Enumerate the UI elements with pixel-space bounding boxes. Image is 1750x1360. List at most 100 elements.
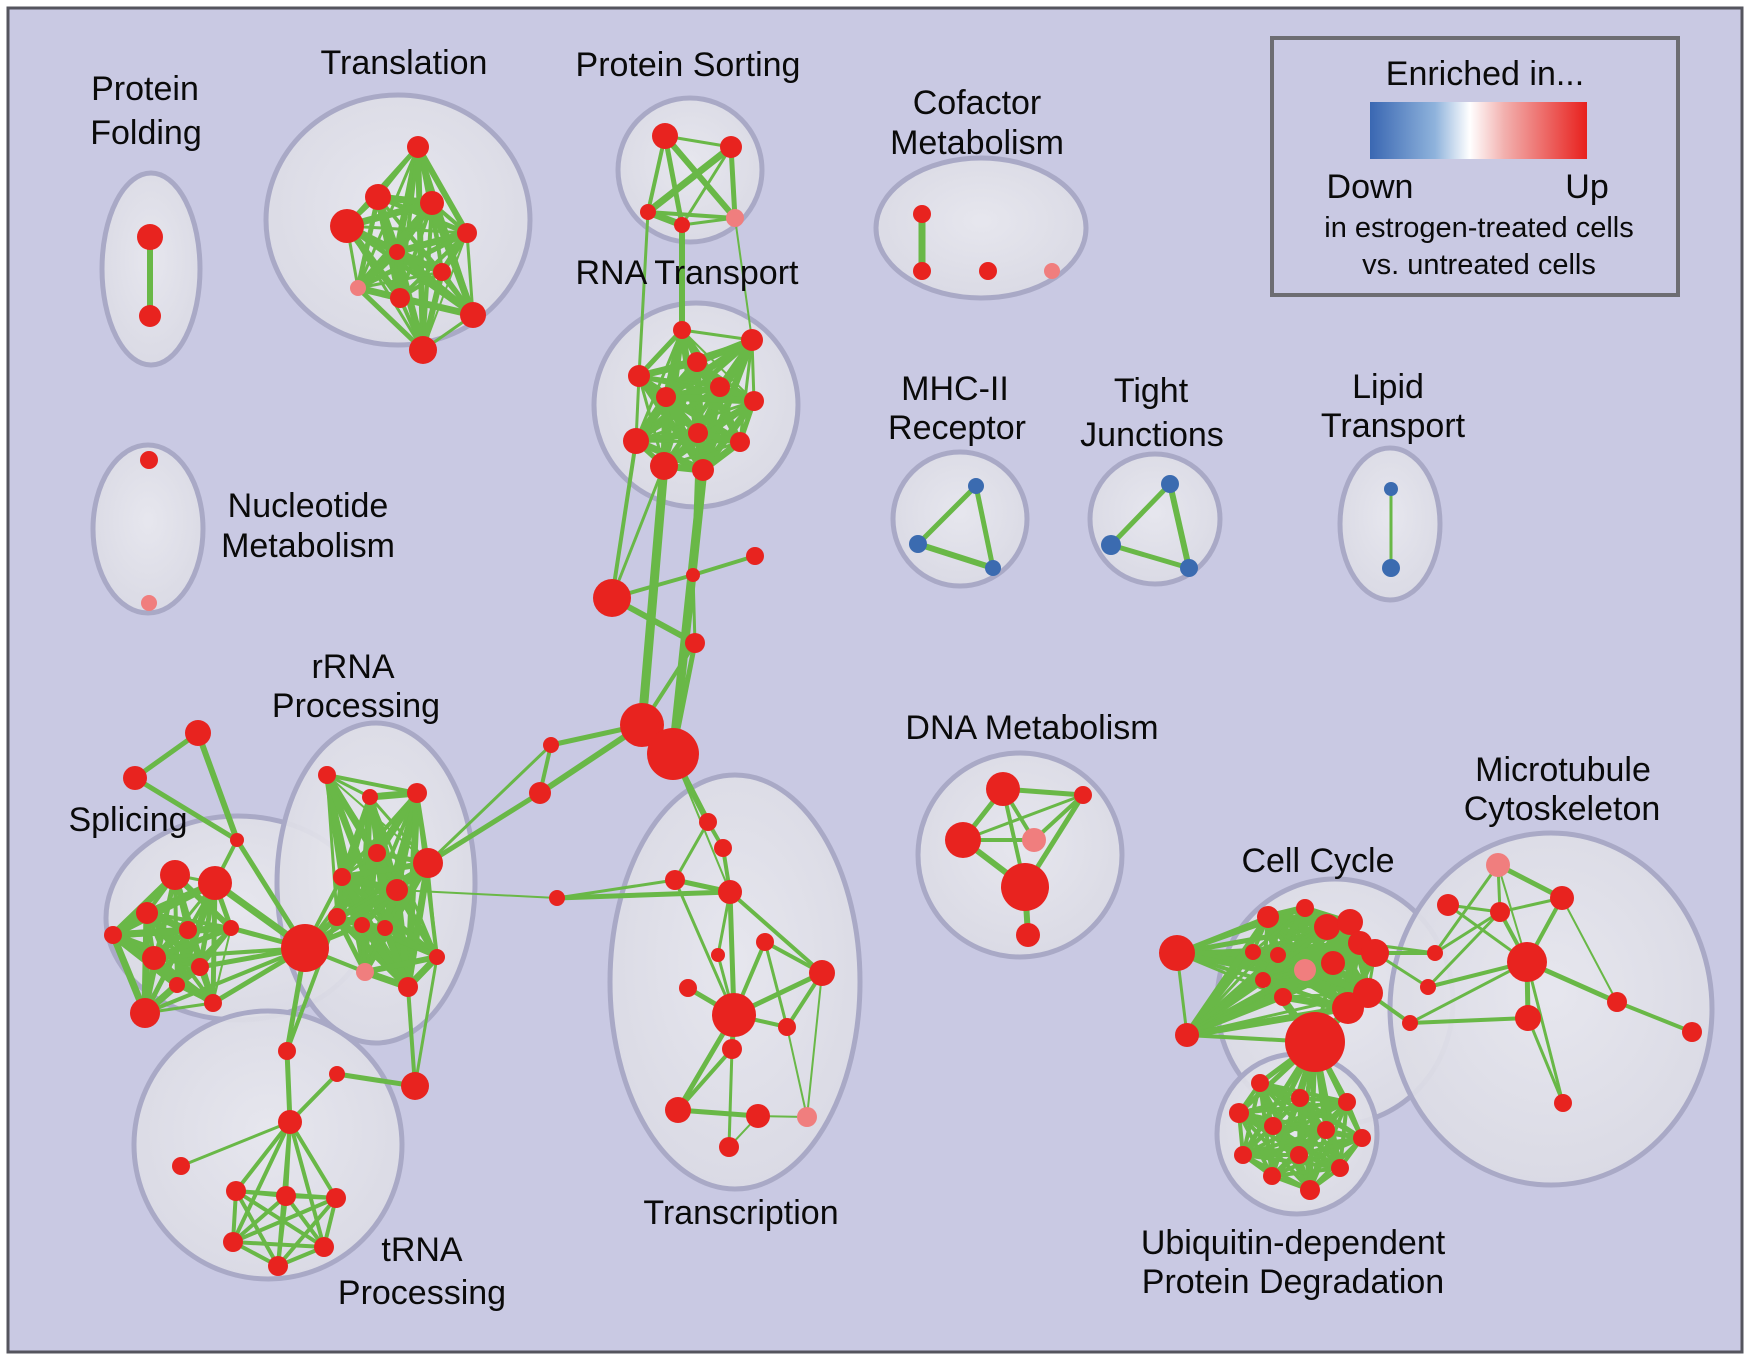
cluster-label-lipid: Lipid — [1352, 368, 1424, 406]
cluster-label-rna_transport: RNA Transport — [576, 254, 800, 292]
node-rrna-10 — [356, 963, 374, 981]
node-rrna-8 — [354, 917, 370, 933]
node-ubiquitin-11 — [1300, 1180, 1320, 1200]
node-splicing-9 — [130, 998, 160, 1028]
node-net-2 — [593, 579, 631, 617]
node-translation-9 — [460, 302, 486, 328]
node-rna_transport-9 — [730, 432, 750, 452]
network-edge — [1433, 910, 1502, 955]
node-transcription-7 — [679, 979, 697, 997]
network-edge — [231, 1196, 338, 1244]
node-net-15 — [401, 1072, 429, 1100]
node-cofactor-0 — [913, 205, 931, 223]
node-dna-2 — [1074, 786, 1092, 804]
node-transcription-11 — [722, 1039, 742, 1059]
node-rrna-2 — [407, 783, 427, 803]
node-cell_cycle-6 — [1255, 972, 1271, 988]
network-edge — [362, 954, 440, 975]
cluster-ellipse-tight — [1087, 451, 1223, 587]
network-edge — [786, 1026, 808, 1118]
cluster-label-protein_folding: Protein — [91, 70, 199, 108]
cluster-label-translation: Translation — [321, 44, 488, 82]
node-microtubule-1 — [1550, 886, 1574, 910]
network-edge — [354, 248, 401, 292]
node-splicing-0 — [160, 860, 190, 890]
network-edge — [637, 210, 650, 378]
network-edge — [1561, 897, 1618, 1003]
network-edge — [231, 1120, 292, 1244]
network-edge — [662, 393, 758, 405]
node-ubiquitin-5 — [1317, 1121, 1335, 1139]
node-net-3 — [686, 568, 700, 582]
cluster-label-splicing: Splicing — [68, 801, 187, 839]
node-splicing-2 — [136, 902, 158, 924]
node-cofactor-1 — [913, 262, 931, 280]
node-lipid-1 — [1382, 559, 1400, 577]
node-translation-4 — [457, 223, 477, 243]
node-rrna-5 — [386, 879, 408, 901]
network-edge — [425, 790, 543, 866]
network-edge — [465, 231, 475, 317]
network-edge — [806, 972, 823, 1118]
network-edge — [734, 217, 753, 341]
node-rrna-4 — [333, 868, 351, 886]
node-cofactor-2 — [979, 262, 997, 280]
node-cell_cycle-7 — [1274, 988, 1292, 1006]
node-ubiquitin-4 — [1264, 1117, 1282, 1135]
cluster-label-dna: DNA Metabolism — [905, 709, 1158, 747]
node-ubiquitin-7 — [1234, 1146, 1252, 1164]
node-net-11 — [123, 766, 147, 790]
node-microtubule-0 — [1486, 853, 1510, 877]
node-dna-0 — [986, 772, 1020, 806]
network-edge — [356, 270, 444, 290]
node-dna-3 — [1022, 828, 1046, 852]
node-cofactor-3 — [1044, 263, 1060, 279]
node-rna_transport-7 — [623, 428, 649, 454]
node-net-17 — [172, 1157, 190, 1175]
node-splicing-4 — [223, 920, 239, 936]
network-edge — [355, 285, 426, 353]
network-edge — [673, 820, 710, 882]
node-rna_transport-1 — [741, 329, 763, 351]
network-edge — [555, 878, 677, 900]
node-net-12 — [230, 833, 244, 847]
node-rrna-3 — [368, 844, 386, 862]
node-splicing-10 — [204, 994, 222, 1012]
cluster-label-cell_cycle: Cell Cycle — [1241, 842, 1394, 880]
legend-gradient-bar — [1370, 102, 1587, 159]
network-edge — [1615, 1000, 1694, 1034]
network-edge — [738, 338, 754, 444]
network-edge — [680, 328, 754, 342]
network-edge — [1270, 1166, 1342, 1178]
network-edge — [426, 743, 553, 865]
node-net-6 — [543, 737, 559, 753]
node-net-7 — [529, 782, 551, 804]
network-edge — [345, 224, 425, 352]
node-dna-5 — [1016, 923, 1040, 947]
node-cell_cycle-8 — [1314, 914, 1340, 940]
node-rrna-9 — [377, 920, 393, 936]
network-edge — [404, 859, 432, 991]
node-rrna-11 — [398, 977, 418, 997]
node-protein_sorting-0 — [652, 123, 678, 149]
node-translation-7 — [350, 280, 366, 296]
node-ubiquitin-2 — [1338, 1093, 1356, 1111]
cluster-ellipse-nucleotide — [90, 442, 206, 616]
node-rna_transport-3 — [628, 365, 650, 387]
node-transcription-10 — [778, 1018, 796, 1036]
network-edge — [234, 1189, 280, 1268]
node-splicing-6 — [142, 946, 166, 970]
node-ubiquitin-6 — [1353, 1129, 1371, 1147]
network-edge — [1433, 863, 1500, 955]
node-protein_sorting-4 — [726, 209, 744, 227]
network-edge — [231, 1194, 288, 1244]
network-edge — [915, 541, 996, 571]
node-microtubule-4 — [1507, 942, 1547, 982]
node-net-10 — [185, 720, 211, 746]
legend-up-label: Up — [1565, 168, 1608, 206]
network-edge — [325, 773, 419, 795]
node-translation-1 — [365, 184, 391, 210]
network-edge — [634, 328, 684, 443]
node-translation-2 — [420, 191, 444, 215]
node-net-4 — [746, 547, 764, 565]
